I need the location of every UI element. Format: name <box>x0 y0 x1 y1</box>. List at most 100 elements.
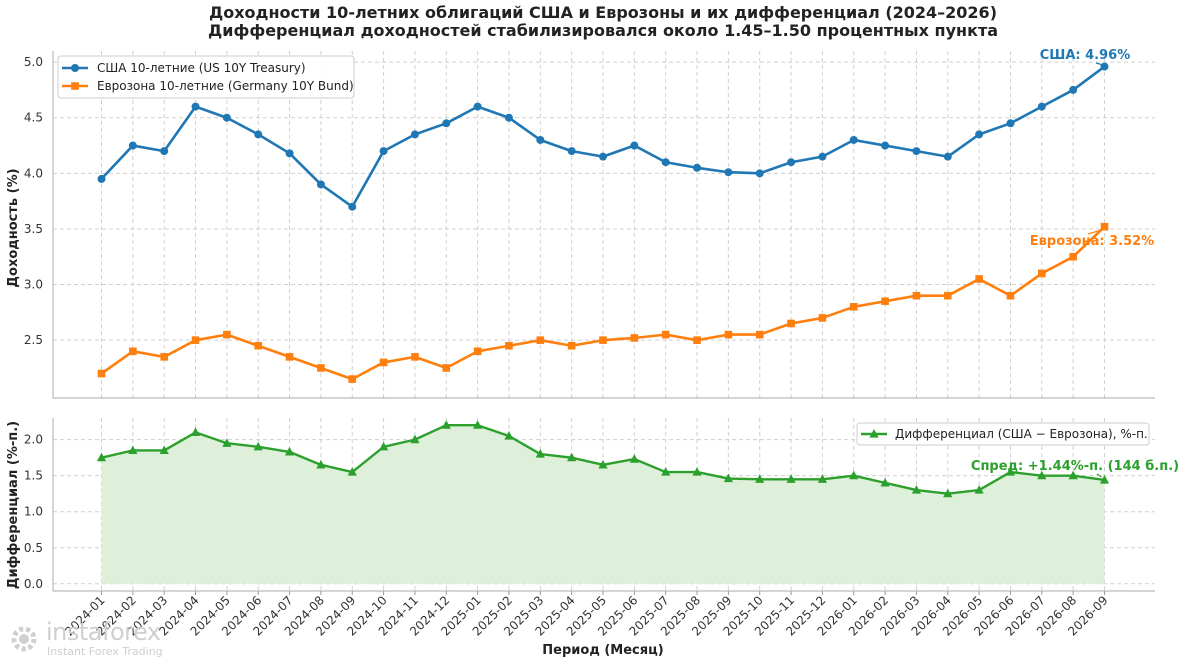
eu-yield-point <box>755 330 764 339</box>
legend-spread-label: Дифференциал (США − Еврозона), %-п. <box>895 427 1148 441</box>
eu-yield-point <box>379 358 388 367</box>
us-yield-point <box>254 130 263 139</box>
us-yield-point <box>222 113 231 122</box>
eu-last-value-label: Еврозона: 3.52% <box>1030 234 1154 249</box>
us-yield-point <box>724 168 733 177</box>
us-yield-point <box>912 147 921 156</box>
watermark-tagline: Instant Forex Trading <box>47 645 163 658</box>
yield-y-tick-label: 3.5 <box>24 222 43 236</box>
us-yield-point <box>567 147 576 156</box>
eu-yield-point <box>630 334 639 342</box>
spread-y-tick-label: 1.0 <box>24 505 43 519</box>
spread-point <box>347 467 357 476</box>
yield-y-tick-label: 4.5 <box>24 111 43 125</box>
spread-point <box>849 470 859 480</box>
eu-yield-point <box>473 347 482 356</box>
us-annotation-arrow <box>1095 62 1102 66</box>
eu-yield-point <box>254 341 263 350</box>
legend-eu-label: Еврозона 10-летние (Germany 10Y Bund) <box>97 79 354 93</box>
spread-point <box>378 441 389 451</box>
us-yield-point <box>755 169 764 178</box>
eu-yield-point <box>223 330 231 339</box>
legend-marker-swatch <box>71 82 79 90</box>
spread-point <box>786 474 796 483</box>
eu-yield-point <box>411 353 419 361</box>
us-yield-point <box>1069 85 1078 94</box>
us-yield-point <box>442 119 451 128</box>
spread-y-axis-label: Дифференциал (%-п.) <box>6 421 21 589</box>
spread-y-tick-label: 2.0 <box>24 433 43 447</box>
spread-legend: Дифференциал (США − Еврозона), %-п. <box>856 422 1150 446</box>
yield-y-tick-label: 5.0 <box>24 55 43 69</box>
us-yield-point <box>504 113 513 122</box>
yield-legend: США 10-летние (US 10Y Treasury) Еврозона … <box>57 55 355 99</box>
x-axis-ticks: 2024-012024-022024-032024-042024-052024-… <box>62 591 1111 639</box>
yield-grid <box>53 51 1155 398</box>
spread-y-tick-label: 0.0 <box>24 577 43 591</box>
instaforex-logo-icon <box>11 626 37 652</box>
yield-y-ticks: 2.5 3.0 3.5 4.0 4.5 5.0 <box>24 55 43 347</box>
spread-point <box>911 485 922 494</box>
spread-point <box>222 438 232 447</box>
spread-point <box>661 467 671 476</box>
spread-point <box>504 431 514 440</box>
eu-yield-point <box>348 375 357 383</box>
legend-marker-swatch <box>71 64 79 72</box>
us-yield-point <box>693 163 702 172</box>
spread-last-value-label: Спред: +1.44%-п. (144 б.п.) <box>971 459 1179 474</box>
us-yield-point <box>1037 102 1046 111</box>
yield-y-axis-label: Доходность (%) <box>6 168 21 287</box>
us-yield-point <box>316 180 325 189</box>
us-yield-point <box>410 130 419 139</box>
us-yield-point <box>348 202 357 211</box>
eu-yield-point <box>191 336 200 344</box>
spread-point <box>535 449 545 458</box>
yield-series <box>97 62 1109 383</box>
yield-y-tick-label: 4.0 <box>24 166 43 180</box>
eu-yield-point <box>881 297 889 306</box>
spread-point <box>755 474 765 483</box>
us-yield-point <box>943 152 952 161</box>
yield-axes <box>52 51 1155 399</box>
us-yield-point <box>473 102 482 111</box>
yield-y-tick-label: 2.5 <box>24 333 43 347</box>
us-yield-point <box>599 152 607 161</box>
spread-point <box>159 445 169 455</box>
us-yield-point <box>881 141 890 150</box>
spread-point <box>253 441 263 451</box>
spread-area-fill <box>101 425 1105 584</box>
us-last-value-label: США: 4.96% <box>1040 48 1131 63</box>
eu-yield-point <box>285 353 294 361</box>
us-yield-point <box>975 130 984 139</box>
x-axis-label: Период (Месяц) <box>542 643 663 658</box>
spread-point <box>692 467 702 476</box>
spread-point <box>723 473 733 483</box>
chart-title-line1: Доходности 10-летних облигаций США и Евр… <box>209 3 997 22</box>
instaforex-watermark: instaforex Instant Forex Trading <box>6 618 196 660</box>
eu-yield-point <box>693 336 701 344</box>
spread-point <box>473 420 483 429</box>
eu-yield-point <box>599 336 607 344</box>
spread-annotations: Спред: +1.44%-п. (144 б.п.) <box>971 459 1179 478</box>
us-yield-point <box>128 141 137 150</box>
spread-y-tick-label: 0.5 <box>24 541 43 555</box>
eu-yield-point <box>912 291 921 300</box>
us-yield-point <box>818 152 827 161</box>
eu-yield-point <box>1006 291 1015 300</box>
eu-yield-point <box>505 341 513 350</box>
chart-title-line2: Дифференциал доходностей стабилизировалс… <box>208 21 998 40</box>
yield-y-tick-label: 3.0 <box>24 278 43 292</box>
eu-yield-point <box>943 291 952 300</box>
eu-yield-point <box>975 275 983 283</box>
eu-yield-point <box>160 353 168 361</box>
us-yield-point <box>160 147 169 156</box>
eu-yield-point <box>661 330 670 339</box>
spread-point <box>410 434 420 444</box>
eu-yield-point <box>724 330 733 339</box>
spread-point <box>1099 474 1110 484</box>
legend-us-label: США 10-летние (US 10Y Treasury) <box>97 61 306 75</box>
spread-point <box>1037 470 1047 480</box>
spread-point <box>880 477 890 487</box>
us-yield-point <box>630 141 639 150</box>
spread-point <box>629 454 639 463</box>
